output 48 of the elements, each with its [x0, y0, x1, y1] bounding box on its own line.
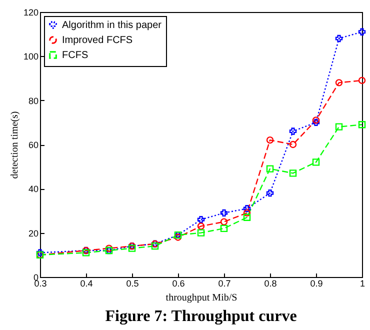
point [243, 214, 251, 221]
y-tick-label: 120 [23, 8, 38, 18]
point [243, 209, 251, 217]
point [197, 229, 205, 236]
point [335, 79, 343, 86]
point [105, 244, 113, 252]
point [266, 165, 274, 172]
point [335, 123, 343, 130]
point [151, 242, 159, 250]
y-tick-label: 40 [28, 184, 38, 194]
point [197, 216, 205, 224]
legend-label: Improved FCFS [62, 35, 133, 46]
point [220, 218, 228, 226]
y-tick-label: 60 [28, 140, 38, 150]
point [220, 209, 228, 217]
x-tick-label: 0.8 [264, 278, 277, 288]
y-axis-title: detection time(s) [9, 111, 20, 179]
x-tick-label: 0.6 [172, 278, 185, 288]
legend-label: FCFS [62, 50, 88, 61]
point [266, 189, 274, 197]
point [335, 34, 343, 42]
x-tick-label: 0.4 [80, 278, 93, 288]
point [289, 170, 297, 177]
x-tick-label: 0.7 [218, 278, 231, 288]
point [358, 121, 366, 128]
point [220, 224, 228, 232]
point [312, 116, 320, 124]
y-tick-label: 20 [28, 228, 38, 238]
x-tick-label: 1 [360, 278, 366, 288]
x-tick-label: 0.3 [34, 278, 47, 288]
y-tick-label: 80 [28, 96, 38, 106]
x-tick-label: 0.9 [310, 278, 323, 288]
point [312, 158, 320, 166]
point [358, 28, 366, 36]
x-axis-title: throughput Mib/S [166, 292, 238, 304]
point [197, 222, 205, 230]
legend-label: Algorithm in this paper [62, 20, 162, 31]
point [358, 76, 366, 84]
point [243, 204, 251, 212]
point [174, 234, 182, 241]
point [289, 128, 297, 135]
y-tick-label: 100 [23, 52, 38, 62]
text: Figure 7: Throughput curve [105, 308, 297, 325]
point [82, 249, 90, 256]
point [266, 136, 274, 144]
point [312, 118, 320, 126]
x-tick-label: 0.5 [126, 278, 139, 288]
point [289, 140, 297, 148]
